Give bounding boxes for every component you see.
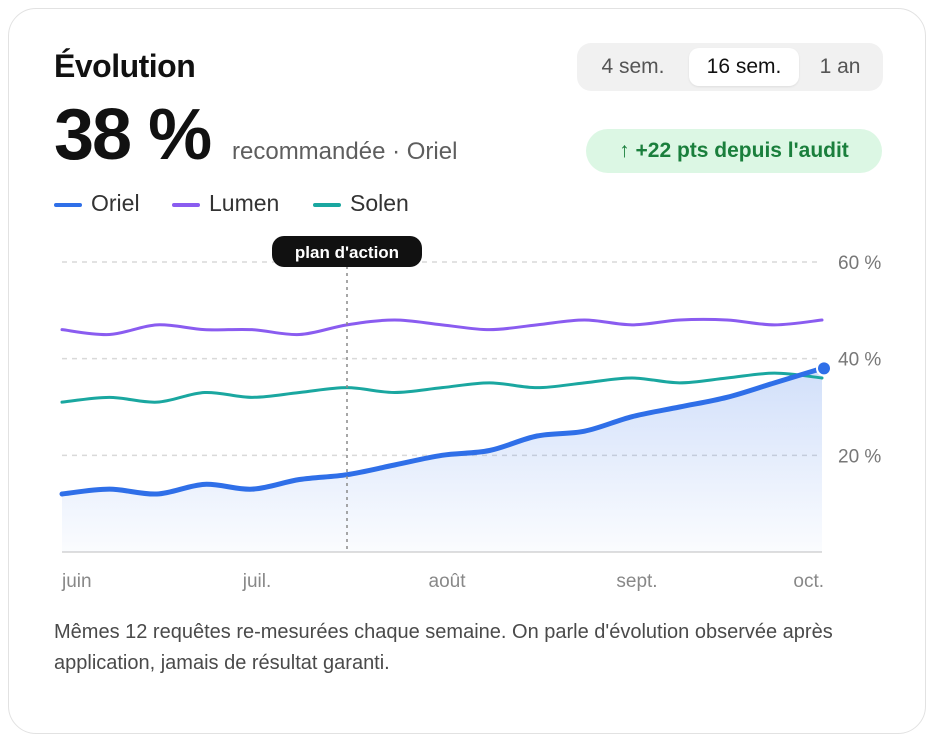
y-tick-label: 60 % <box>838 253 881 274</box>
chart-caption: Mêmes 12 requêtes re-mesurées chaque sem… <box>54 621 833 674</box>
legend-swatch-solen <box>313 203 341 207</box>
series-line-lumen <box>60 317 824 337</box>
tab-4-weeks[interactable]: 4 sem. <box>601 55 665 78</box>
annotation-label: plan d'action <box>295 243 399 262</box>
x-tick-label: août <box>429 571 467 592</box>
annotation-pill <box>272 236 422 267</box>
x-tick-label: juil. <box>242 571 272 592</box>
legend-swatch-oriel <box>54 203 82 207</box>
series-end-point-oriel <box>816 360 832 377</box>
legend-swatch-lumen <box>172 203 200 207</box>
series-area-oriel <box>62 368 822 552</box>
current-value: 38 % <box>54 95 212 175</box>
y-tick-label: 20 % <box>838 446 881 467</box>
range-selector: 4 sem. 16 sem. 1 an <box>577 43 883 91</box>
legend-label-solen: Solen <box>350 190 409 216</box>
series-line-oriel <box>59 365 825 497</box>
legend-label-oriel: Oriel <box>91 190 140 216</box>
card-title: Évolution <box>54 48 196 84</box>
value-subtitle: recommandée · Oriel <box>232 138 458 165</box>
legend-label-lumen: Lumen <box>209 190 280 216</box>
x-tick-label: juin <box>61 571 92 592</box>
y-tick-label: 40 % <box>838 350 881 371</box>
tab-16-weeks[interactable]: 16 sem. <box>689 48 799 86</box>
tab-1-year[interactable]: 1 an <box>819 55 861 78</box>
x-tick-label: oct. <box>793 571 824 592</box>
change-badge: ↑ +22 pts depuis l'audit <box>586 129 882 173</box>
x-tick-label: sept. <box>616 571 657 592</box>
series-line-solen <box>60 371 824 404</box>
